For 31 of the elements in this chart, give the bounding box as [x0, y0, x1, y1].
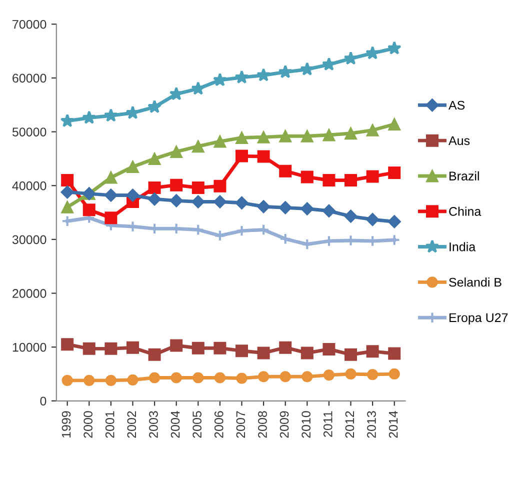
- x-tick-label: 2010: [302, 411, 311, 438]
- x-tick-label: 2009: [280, 411, 289, 438]
- x-tick-label: 2003: [149, 411, 158, 438]
- legend-label: China: [449, 206, 482, 216]
- x-tick-label: 2006: [214, 411, 224, 438]
- x-tick-label: 2000: [84, 411, 92, 438]
- x-tick-label: 2012: [345, 411, 354, 438]
- legend-label: Brazil: [450, 171, 479, 180]
- x-tick-label: 2004: [170, 410, 180, 438]
- x-tick-label: 2013: [367, 411, 376, 438]
- x-tick-label: 2008: [258, 411, 267, 438]
- y-tick-label: 30000: [12, 235, 46, 244]
- x-tick-label: 2007: [236, 411, 246, 438]
- legend-label: AS: [448, 100, 465, 110]
- y-tick-label: 60000: [12, 74, 46, 83]
- x-tick-label: 2011: [323, 411, 332, 437]
- y-tick-label: 70000: [12, 20, 46, 29]
- x-tick-label: 2005: [192, 411, 202, 438]
- legend-label: Selandi B: [449, 278, 502, 287]
- y-tick-label: 40000: [12, 181, 46, 190]
- x-tick-label: 1999: [62, 411, 71, 438]
- y-tick-label: 0: [40, 396, 46, 406]
- y-tick-label: 50000: [12, 128, 46, 136]
- legend-label: Eropa U27: [450, 313, 508, 325]
- legend-label: India: [450, 242, 476, 252]
- x-tick-label: 2001: [105, 411, 114, 438]
- y-tick-label: 20000: [12, 289, 46, 298]
- x-tick-label: 2002: [127, 411, 136, 438]
- legend-label: Aus: [448, 136, 470, 146]
- x-tick-label: 2014: [388, 410, 398, 438]
- y-tick-label: 10000: [12, 342, 46, 352]
